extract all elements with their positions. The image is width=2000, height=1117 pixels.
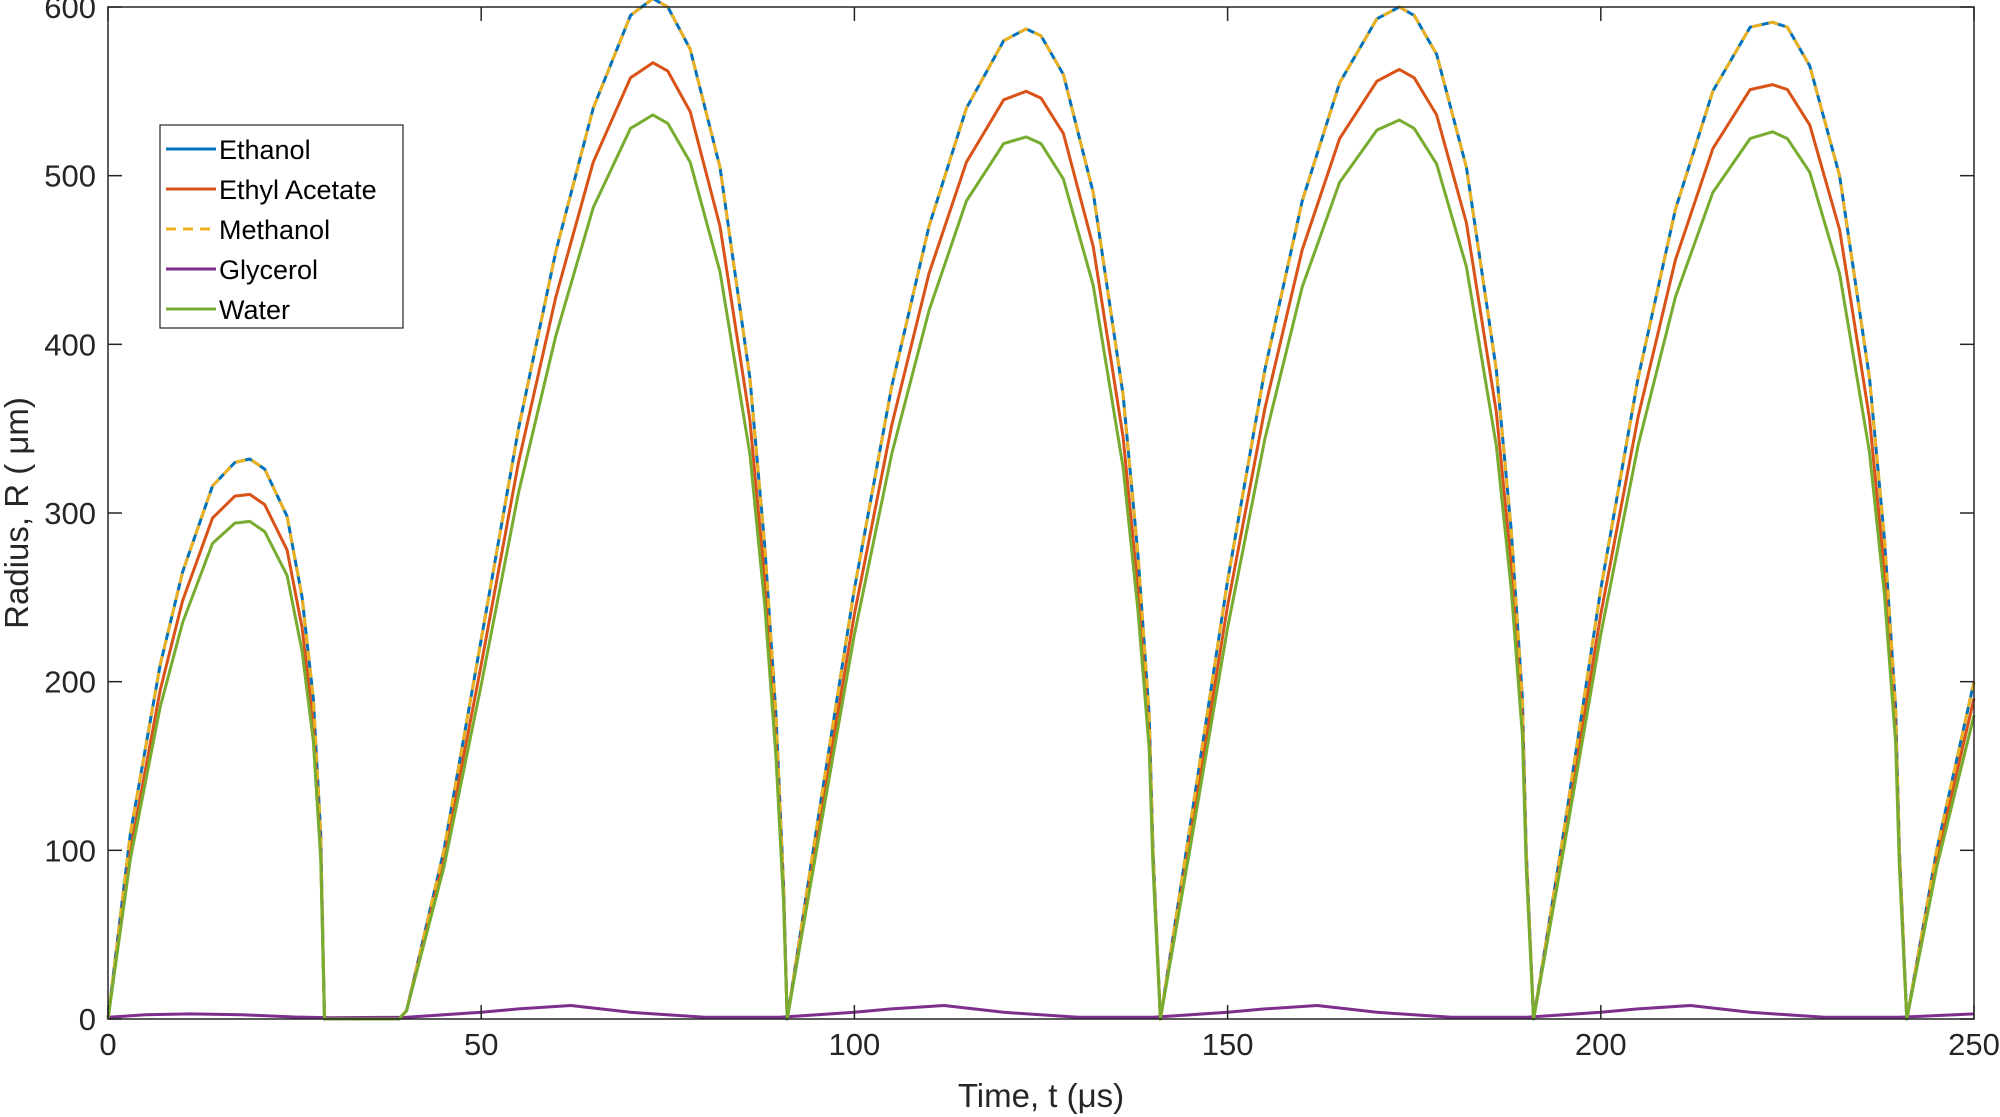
legend-label: Methanol — [219, 215, 330, 245]
x-tick-label: 200 — [1575, 1027, 1627, 1062]
legend-label: Ethyl Acetate — [219, 175, 377, 205]
legend-label: Glycerol — [219, 255, 318, 285]
y-tick-label: 0 — [79, 1002, 96, 1037]
plot-area — [108, 7, 1974, 1019]
x-axis-label: Time, t (μs) — [958, 1077, 1124, 1114]
legend-label: Water — [219, 295, 290, 325]
y-tick-label: 200 — [44, 665, 96, 700]
y-tick-label: 100 — [44, 833, 96, 868]
series-line-methanol — [106, 0, 1976, 1021]
y-tick-label: 500 — [44, 159, 96, 194]
legend-box — [159, 124, 404, 329]
x-tick-label: 150 — [1202, 1027, 1254, 1062]
y-tick-label: 600 — [44, 0, 96, 25]
y-axis-label: Radius, R ( μm) — [0, 397, 35, 629]
x-tick-label: 50 — [464, 1027, 498, 1062]
x-tick-label: 100 — [829, 1027, 881, 1062]
y-tick-label: 300 — [44, 496, 96, 531]
tick-layer: 0 50 100 150 200 250 0 100 200 300 400 500 600 — [44, 0, 2000, 1062]
legend-label: Ethanol — [219, 135, 311, 165]
x-tick-label: 0 — [99, 1027, 116, 1062]
y-tick-label: 400 — [44, 327, 96, 362]
x-tick-label: 250 — [1948, 1027, 2000, 1062]
legend: Ethanol Ethyl Acetate Methanol Glycerol Wate… — [159, 124, 404, 329]
